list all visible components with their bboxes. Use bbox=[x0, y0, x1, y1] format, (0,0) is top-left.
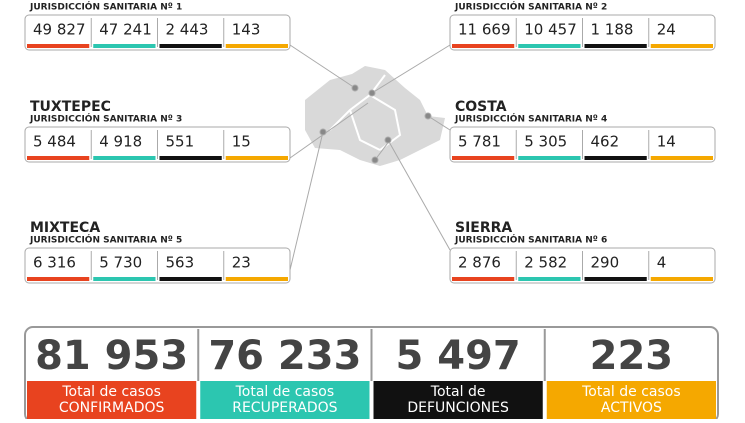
color-bar bbox=[518, 156, 581, 160]
jurisdiction-name: COSTA bbox=[455, 99, 507, 115]
color-bar bbox=[452, 44, 515, 48]
color-bar bbox=[650, 277, 713, 281]
total-label: Total de casos bbox=[61, 384, 161, 400]
jurisdiction-subtitle: JURISDICCIÓN SANITARIA Nº 4 bbox=[454, 113, 607, 125]
color-bar bbox=[27, 277, 90, 281]
count: 462 bbox=[591, 133, 620, 151]
color-bar bbox=[518, 44, 581, 48]
jurisdiction-subtitle: JURISDICCIÓN SANITARIA Nº 2 bbox=[454, 1, 607, 13]
leader-lines bbox=[289, 44, 451, 271]
count: 24 bbox=[657, 21, 676, 39]
total-label-box bbox=[27, 381, 197, 421]
color-bar bbox=[159, 156, 222, 160]
count: 563 bbox=[166, 254, 195, 272]
count: 5 484 bbox=[33, 133, 76, 151]
color-bar bbox=[27, 44, 90, 48]
color-bar bbox=[650, 156, 713, 160]
color-bar bbox=[93, 277, 156, 281]
count: 14 bbox=[657, 133, 676, 151]
color-bar bbox=[159, 44, 222, 48]
total-label-box bbox=[200, 381, 370, 421]
count: 2 582 bbox=[524, 254, 567, 272]
count: 2 876 bbox=[458, 254, 501, 272]
total-value: 223 bbox=[590, 333, 674, 379]
total-value: 5 497 bbox=[395, 333, 520, 379]
count: 23 bbox=[232, 254, 251, 272]
color-bar bbox=[584, 156, 647, 160]
jurisdiction-name: MIXTECA bbox=[30, 220, 100, 236]
color-bar bbox=[93, 44, 156, 48]
count: 47 241 bbox=[99, 21, 152, 39]
count: 4 918 bbox=[99, 133, 142, 151]
total-label: Total de bbox=[430, 384, 486, 400]
count: 15 bbox=[232, 133, 251, 151]
map bbox=[289, 44, 451, 271]
count: 5 305 bbox=[524, 133, 567, 151]
color-bar bbox=[584, 44, 647, 48]
count: 11 669 bbox=[458, 21, 511, 39]
count: 143 bbox=[232, 21, 261, 39]
count: 1 188 bbox=[591, 21, 634, 39]
jurisdiction-name: SIERRA bbox=[455, 220, 512, 236]
jurisdiction-subtitle: JURISDICCIÓN SANITARIA Nº 5 bbox=[29, 234, 182, 246]
count: 6 316 bbox=[33, 254, 76, 272]
total-status: ACTIVOS bbox=[601, 400, 662, 416]
color-bar bbox=[27, 156, 90, 160]
color-bar bbox=[452, 156, 515, 160]
total-label: Total de casos bbox=[235, 384, 335, 400]
count: 290 bbox=[591, 254, 620, 272]
total-label-box bbox=[373, 381, 543, 421]
count: 49 827 bbox=[33, 21, 86, 39]
count: 4 bbox=[657, 254, 667, 272]
total-status: DEFUNCIONES bbox=[407, 400, 509, 416]
color-bar bbox=[518, 277, 581, 281]
jurisdiction-name: TUXTEPEC bbox=[30, 99, 111, 115]
total-value: 76 233 bbox=[208, 333, 361, 379]
jurisdiction-subtitle: JURISDICCIÓN SANITARIA Nº 3 bbox=[29, 113, 182, 125]
total-status: RECUPERADOS bbox=[232, 400, 337, 416]
count: 10 457 bbox=[524, 21, 577, 39]
count: 5 730 bbox=[99, 254, 142, 272]
count: 551 bbox=[166, 133, 195, 151]
jurisdiction-subtitle: JURISDICCIÓN SANITARIA Nº 6 bbox=[454, 234, 607, 246]
total-label: Total de casos bbox=[581, 384, 681, 400]
color-bar bbox=[225, 44, 288, 48]
total-value: 81 953 bbox=[35, 333, 188, 379]
color-bar bbox=[93, 156, 156, 160]
color-bar bbox=[225, 156, 288, 160]
total-status: CONFIRMADOS bbox=[59, 400, 165, 416]
count: 2 443 bbox=[166, 21, 209, 39]
color-bar bbox=[650, 44, 713, 48]
color-bar bbox=[159, 277, 222, 281]
map-shape bbox=[305, 66, 445, 166]
color-bar bbox=[452, 277, 515, 281]
total-label-box bbox=[546, 381, 716, 421]
jurisdiction-subtitle: JURISDICCIÓN SANITARIA Nº 1 bbox=[29, 1, 182, 13]
color-bar bbox=[584, 277, 647, 281]
color-bar bbox=[225, 277, 288, 281]
count: 5 781 bbox=[458, 133, 501, 151]
